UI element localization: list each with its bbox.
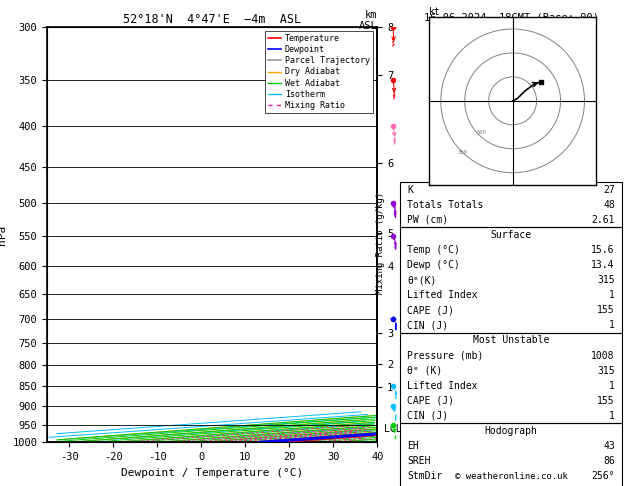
Text: Dewp (°C): Dewp (°C): [408, 260, 460, 270]
Text: Surface: Surface: [491, 230, 532, 240]
Text: 86: 86: [603, 456, 615, 466]
Text: CAPE (J): CAPE (J): [408, 396, 454, 406]
Text: 13.4: 13.4: [591, 260, 615, 270]
Text: SREH: SREH: [408, 456, 431, 466]
Text: 300: 300: [457, 150, 467, 155]
Text: θᵉ(K): θᵉ(K): [408, 275, 437, 285]
Text: 1: 1: [609, 381, 615, 391]
Text: Pressure (mb): Pressure (mb): [408, 350, 484, 361]
Text: 155: 155: [597, 305, 615, 315]
Text: CAPE (J): CAPE (J): [408, 305, 454, 315]
Text: Temp (°C): Temp (°C): [408, 245, 460, 255]
Text: 315: 315: [597, 275, 615, 285]
Text: km: km: [365, 10, 377, 20]
Text: Lifted Index: Lifted Index: [408, 381, 478, 391]
Text: K: K: [408, 185, 413, 195]
Text: ASL: ASL: [359, 21, 377, 31]
Bar: [400, 423, 622, 486]
Text: 500: 500: [477, 130, 486, 136]
Text: 48: 48: [603, 200, 615, 210]
Text: Lifted Index: Lifted Index: [408, 290, 478, 300]
Text: Totals Totals: Totals Totals: [408, 200, 484, 210]
Text: EH: EH: [408, 441, 419, 451]
Text: 16.06.2024  18GMT (Base: 00): 16.06.2024 18GMT (Base: 00): [423, 12, 599, 22]
Text: 2.61: 2.61: [591, 215, 615, 225]
Text: 256°: 256°: [591, 471, 615, 481]
Y-axis label: hPa: hPa: [0, 225, 7, 244]
Text: 1008: 1008: [591, 350, 615, 361]
Text: PW (cm): PW (cm): [408, 215, 448, 225]
Text: 1: 1: [609, 320, 615, 330]
Text: StmDir: StmDir: [408, 471, 443, 481]
Text: 155: 155: [597, 396, 615, 406]
Text: Mixing Ratio (g/kg): Mixing Ratio (g/kg): [376, 192, 385, 294]
Text: 1: 1: [609, 411, 615, 421]
Title: 52°18'N  4°47'E  −4m  ASL: 52°18'N 4°47'E −4m ASL: [123, 13, 301, 26]
Bar: [400, 333, 622, 423]
Legend: Temperature, Dewpoint, Parcel Trajectory, Dry Adiabat, Wet Adiabat, Isotherm, Mi: Temperature, Dewpoint, Parcel Trajectory…: [265, 31, 373, 113]
Bar: [400, 182, 622, 227]
Text: 27: 27: [603, 185, 615, 195]
Text: 315: 315: [597, 365, 615, 376]
Text: 43: 43: [603, 441, 615, 451]
Text: 1: 1: [609, 290, 615, 300]
Text: CIN (J): CIN (J): [408, 411, 448, 421]
Text: © weatheronline.co.uk: © weatheronline.co.uk: [455, 472, 567, 481]
Text: Most Unstable: Most Unstable: [473, 335, 549, 346]
Text: LCL: LCL: [384, 424, 402, 434]
Text: θᵉ (K): θᵉ (K): [408, 365, 443, 376]
Bar: [400, 227, 622, 333]
Text: Hodograph: Hodograph: [484, 426, 538, 436]
X-axis label: Dewpoint / Temperature (°C): Dewpoint / Temperature (°C): [121, 468, 303, 478]
Text: CIN (J): CIN (J): [408, 320, 448, 330]
Text: 15.6: 15.6: [591, 245, 615, 255]
Text: kt: kt: [429, 7, 440, 17]
